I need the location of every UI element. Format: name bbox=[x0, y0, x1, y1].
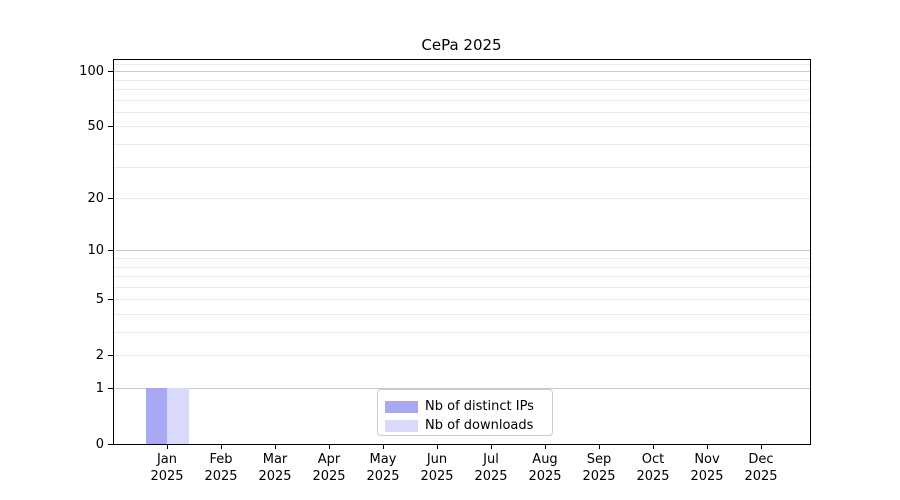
y-gridline-minor bbox=[113, 79, 810, 81]
x-tick-label: Jun 2025 bbox=[410, 451, 464, 485]
y-gridline-minor bbox=[113, 276, 810, 278]
y-gridline-minor bbox=[113, 299, 810, 301]
y-tickmark bbox=[108, 388, 113, 389]
x-tickmark bbox=[167, 445, 168, 449]
x-tick-year: 2025 bbox=[258, 469, 292, 484]
x-tick-label: Jan 2025 bbox=[140, 451, 194, 485]
legend-item-distinct-ips: Nb of distinct IPs bbox=[385, 397, 552, 416]
legend-swatch-distinct-ips bbox=[385, 400, 418, 413]
x-tickmark bbox=[437, 445, 438, 449]
x-tick-label: Sep 2025 bbox=[572, 451, 626, 485]
y-tick-label: 100 bbox=[79, 63, 104, 79]
x-tick-month: Apr bbox=[317, 452, 341, 467]
y-tick-label: 50 bbox=[87, 118, 104, 134]
y-gridline-minor bbox=[113, 126, 810, 128]
x-tickmark bbox=[761, 445, 762, 449]
x-tick-label: Nov 2025 bbox=[680, 451, 734, 485]
y-tick-label: 1 bbox=[95, 380, 104, 396]
y-tick-label: 10 bbox=[87, 242, 104, 258]
y-tickmark bbox=[108, 250, 113, 252]
x-tick-label: May 2025 bbox=[356, 451, 410, 485]
x-tickmark bbox=[599, 445, 600, 449]
x-tick-year: 2025 bbox=[636, 469, 670, 484]
legend-item-downloads: Nb of downloads bbox=[385, 416, 552, 435]
y-gridline-minor bbox=[113, 313, 810, 315]
x-tick-month: Oct bbox=[641, 452, 665, 467]
x-tick-year: 2025 bbox=[204, 469, 238, 484]
x-tick-year: 2025 bbox=[582, 469, 616, 484]
x-tickmark bbox=[329, 445, 330, 449]
x-tick-label: Apr 2025 bbox=[302, 451, 356, 485]
axis-spine-bottom bbox=[113, 444, 811, 445]
y-tickmark bbox=[108, 71, 113, 73]
x-tick-label: Dec 2025 bbox=[734, 451, 788, 485]
y-tick-label: 5 bbox=[95, 291, 104, 307]
x-tick-label: Oct 2025 bbox=[626, 451, 680, 485]
x-tickmark bbox=[653, 445, 654, 449]
x-tick-label: Feb 2025 bbox=[194, 451, 248, 485]
y-tick-label: 2 bbox=[95, 347, 104, 363]
x-tickmark bbox=[491, 445, 492, 449]
y-tickmark bbox=[108, 444, 113, 445]
y-tick-label: 0 bbox=[95, 436, 104, 452]
y-tickmark bbox=[108, 355, 113, 357]
y-gridline-minor bbox=[113, 99, 810, 101]
x-tickmark bbox=[545, 445, 546, 449]
x-tick-month: Mar bbox=[262, 452, 288, 467]
x-tick-month: Feb bbox=[209, 452, 233, 467]
y-gridline-minor bbox=[113, 355, 810, 357]
x-tick-month: Sep bbox=[586, 452, 612, 467]
y-gridline-minor bbox=[113, 258, 810, 259]
axis-spine-right bbox=[810, 59, 811, 445]
x-tick-label: Mar 2025 bbox=[248, 451, 302, 485]
x-tick-label: Jul 2025 bbox=[464, 451, 518, 485]
x-tickmark bbox=[275, 445, 276, 449]
legend-swatch-downloads bbox=[385, 419, 418, 432]
y-gridline-minor bbox=[113, 89, 810, 91]
y-gridline-major bbox=[113, 71, 810, 73]
y-gridline-major bbox=[113, 388, 810, 389]
y-gridline-minor bbox=[113, 111, 810, 113]
x-tickmark bbox=[221, 445, 222, 449]
chart-title: CePa 2025 bbox=[421, 36, 502, 54]
y-tickmark bbox=[108, 126, 113, 128]
x-tick-year: 2025 bbox=[150, 469, 184, 484]
y-tickmark bbox=[108, 299, 113, 301]
y-gridline-minor bbox=[113, 198, 810, 200]
y-tick-label: 20 bbox=[87, 190, 104, 206]
bar-downloads bbox=[167, 388, 189, 444]
x-tick-month: May bbox=[369, 452, 397, 467]
x-tick-year: 2025 bbox=[474, 469, 508, 484]
y-tickmark bbox=[108, 198, 113, 200]
x-tick-month: Jul bbox=[483, 452, 499, 467]
x-tick-year: 2025 bbox=[690, 469, 724, 484]
x-tick-year: 2025 bbox=[366, 469, 400, 484]
legend-label-distinct-ips: Nb of distinct IPs bbox=[425, 399, 534, 414]
y-gridline-minor bbox=[113, 63, 810, 65]
bar-distinct-ips bbox=[145, 388, 167, 444]
x-tick-year: 2025 bbox=[420, 469, 454, 484]
y-gridline-minor bbox=[113, 266, 810, 268]
y-gridline-minor bbox=[113, 144, 810, 146]
y-gridline-minor bbox=[113, 286, 810, 288]
x-tick-month: Jun bbox=[426, 452, 448, 467]
x-tick-month: Jan bbox=[156, 452, 178, 467]
x-tick-month: Dec bbox=[748, 452, 774, 467]
y-gridline-minor bbox=[113, 166, 810, 168]
legend-label-downloads: Nb of downloads bbox=[425, 418, 534, 433]
x-tick-label: Aug 2025 bbox=[518, 451, 572, 485]
x-tick-year: 2025 bbox=[312, 469, 346, 484]
axis-spine-top bbox=[113, 59, 811, 60]
x-tickmark bbox=[707, 445, 708, 449]
x-tick-month: Nov bbox=[694, 452, 720, 467]
x-tick-year: 2025 bbox=[744, 469, 778, 484]
x-tickmark bbox=[383, 445, 384, 449]
y-gridline-major bbox=[113, 250, 810, 252]
x-tick-year: 2025 bbox=[528, 469, 562, 484]
x-tick-month: Aug bbox=[532, 452, 558, 467]
y-gridline-minor bbox=[113, 332, 810, 334]
legend: Nb of distinct IPs Nb of downloads bbox=[377, 389, 553, 436]
axis-spine-left bbox=[113, 59, 114, 445]
